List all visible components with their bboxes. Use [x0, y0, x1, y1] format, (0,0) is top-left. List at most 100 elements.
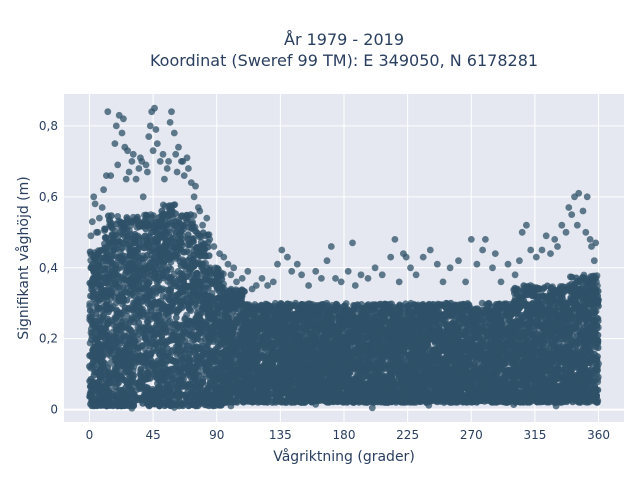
data-point — [195, 313, 203, 320]
data-point — [228, 359, 236, 367]
data-point — [211, 372, 219, 380]
data-point — [107, 223, 115, 231]
data-point — [208, 401, 216, 409]
data-point — [223, 364, 231, 372]
data-point — [86, 362, 93, 370]
data-point — [146, 292, 153, 300]
data-point — [228, 396, 236, 404]
data-point — [135, 382, 143, 389]
data-point — [216, 281, 223, 288]
data-point — [206, 303, 214, 311]
data-point — [223, 351, 231, 359]
data-point — [195, 377, 203, 385]
data-point — [144, 318, 152, 326]
data-point — [194, 279, 201, 287]
data-point — [129, 283, 137, 290]
data-point — [150, 285, 158, 292]
data-point — [178, 304, 186, 311]
data-point — [140, 393, 148, 400]
data-point — [88, 390, 96, 398]
data-point — [111, 356, 119, 363]
data-point — [88, 286, 95, 293]
data-point — [86, 383, 94, 390]
data-point — [196, 325, 204, 333]
data-point — [238, 286, 246, 294]
data-point — [173, 380, 181, 387]
data-point — [193, 243, 201, 251]
data-point — [170, 201, 178, 209]
data-point — [122, 390, 130, 398]
data-point — [161, 223, 169, 231]
data-point — [105, 393, 113, 401]
data-point — [113, 326, 121, 333]
data-point — [144, 238, 152, 246]
data-point — [159, 292, 167, 300]
data-point — [140, 325, 147, 332]
data-point — [147, 218, 155, 226]
data-point — [112, 370, 120, 378]
data-point — [147, 229, 155, 237]
data-point — [160, 260, 167, 267]
data-point — [207, 315, 215, 322]
data-point — [177, 269, 184, 277]
data-point — [227, 343, 235, 350]
data-point — [193, 269, 201, 277]
data-point — [159, 353, 167, 361]
data-point — [159, 304, 167, 311]
data-point — [120, 337, 128, 344]
data-point — [158, 332, 166, 340]
data-point — [104, 306, 111, 314]
data-point — [161, 402, 169, 410]
data-point — [165, 386, 173, 394]
data-point — [134, 253, 142, 261]
data-point — [115, 351, 123, 359]
chart-title-line2: Koordinat (Sweref 99 TM): E 349050, N 61… — [150, 51, 538, 70]
data-point — [189, 235, 197, 243]
data-point — [89, 276, 96, 283]
data-point — [123, 235, 131, 243]
data-point — [104, 293, 111, 301]
data-point — [92, 300, 100, 307]
data-point — [123, 214, 131, 221]
data-point — [137, 352, 145, 360]
data-point — [233, 305, 240, 313]
data-point — [210, 332, 218, 340]
data-point — [183, 212, 190, 219]
data-point — [185, 342, 193, 350]
data-point — [110, 237, 118, 245]
data-point — [180, 222, 187, 230]
data-point — [160, 272, 168, 280]
data-point — [103, 402, 110, 410]
data-point — [141, 285, 149, 293]
data-point — [229, 328, 237, 336]
data-point — [123, 296, 131, 304]
data-point — [184, 357, 192, 365]
data-point — [120, 359, 128, 367]
data-point — [113, 313, 121, 320]
data-point — [90, 267, 97, 275]
data-point — [213, 356, 221, 364]
data-point — [109, 261, 116, 268]
data-point — [134, 213, 141, 221]
data-point — [222, 300, 230, 307]
data-point — [102, 234, 110, 242]
data-point — [169, 357, 177, 364]
data-point — [118, 292, 126, 300]
data-point — [183, 283, 191, 291]
data-point — [213, 266, 221, 274]
data-point — [192, 260, 200, 268]
data-point — [119, 323, 127, 331]
data-point — [232, 375, 239, 382]
data-point — [148, 340, 156, 347]
data-point — [113, 391, 121, 399]
data-point — [94, 305, 102, 313]
data-point — [161, 247, 169, 255]
data-point — [156, 286, 164, 294]
data-point — [207, 380, 214, 388]
data-point — [193, 332, 201, 340]
data-point — [110, 232, 118, 240]
data-point — [88, 308, 96, 316]
data-point — [142, 386, 150, 394]
data-point — [223, 290, 231, 298]
